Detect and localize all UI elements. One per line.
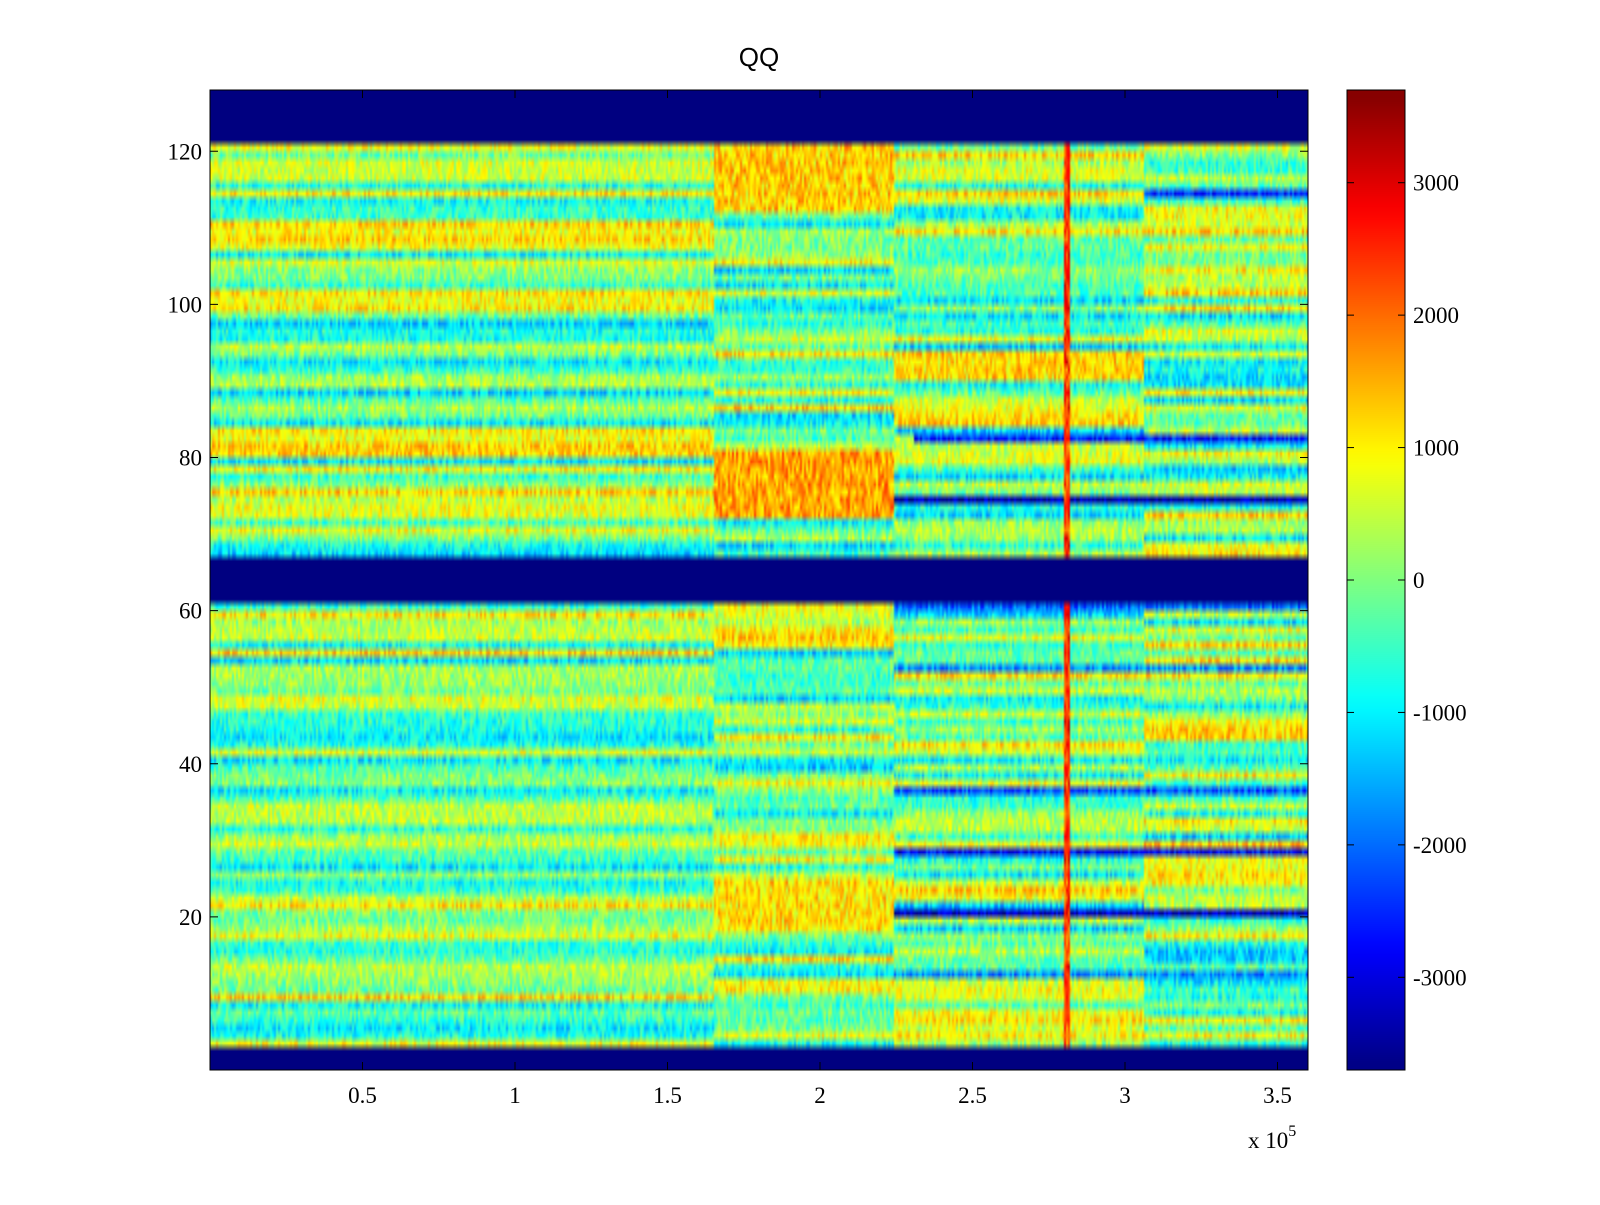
x-tick-label: 2.5 (958, 1083, 987, 1108)
colorbar-tick-label: -3000 (1413, 965, 1467, 990)
heatmap-image (210, 90, 1308, 1070)
y-tick-label: 100 (168, 292, 203, 317)
x-tick-label: 1.5 (653, 1083, 682, 1108)
x-axis-exponent-base: x 10 (1248, 1128, 1288, 1153)
plot-frame (209, 89, 1309, 1071)
x-tick-label: 1 (509, 1083, 521, 1108)
colorbar-tick-label: 2000 (1413, 303, 1459, 328)
colorbar-tick-label: 3000 (1413, 171, 1459, 196)
y-tick-label: 40 (179, 752, 202, 777)
y-tick-label: 120 (168, 139, 203, 164)
x-axis-ticks: 0.5 1 1.5 2 2.5 3 3.5 (348, 90, 1292, 1108)
x-tick-label: 2 (814, 1083, 826, 1108)
colorbar-tick-label: -1000 (1413, 700, 1467, 725)
colorbar-image (1347, 90, 1405, 1070)
y-tick-label: 20 (179, 905, 202, 930)
x-tick-label: 0.5 (348, 1083, 377, 1108)
x-axis-exponent-label: x 105 (1248, 1123, 1296, 1153)
chart-title: QQ (738, 42, 780, 72)
y-tick-label: 80 (179, 446, 202, 471)
x-tick-label: 3 (1119, 1083, 1131, 1108)
colorbar-tick-label: 1000 (1413, 436, 1459, 461)
colorbar-ticks: -3000 -2000 -1000 0 1000 2000 3000 (1347, 171, 1467, 990)
y-axis-ticks: 20 40 60 80 100 120 (168, 139, 1308, 930)
colorbar-tick-label: -2000 (1413, 833, 1467, 858)
x-tick-label: 3.5 (1263, 1083, 1292, 1108)
x-axis-exponent-power: 5 (1288, 1123, 1296, 1140)
colorbar-tick-label: 0 (1413, 568, 1425, 593)
y-tick-label: 60 (179, 599, 202, 624)
